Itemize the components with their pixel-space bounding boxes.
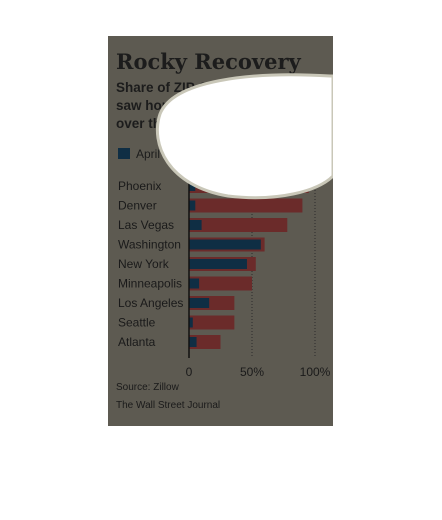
x-tick-labels: 0 50% 100% [186,365,331,379]
bar-april-2012-atlanta [189,335,221,349]
bar-april-2012-denver [189,198,303,213]
category-label: Washington [118,238,181,252]
chart-card: Rocky Recovery Share of ZIP Codes that s… [108,36,333,426]
category-label: Seattle [118,316,156,330]
bar-april-2011-phoenix [189,181,196,191]
bars [189,179,309,349]
bar-april-2011-washington [189,239,261,250]
category-label: Los Angeles [118,296,183,310]
bar-april-2012-las-vegas [189,218,288,232]
bar-april-2011-minneapolis [189,278,200,289]
category-label: Minneapolis [118,277,182,291]
category-label: New York [118,257,170,271]
publisher-credit: The Wall Street Journal [116,400,220,411]
scribble-overlay [155,73,333,200]
category-label: Phoenix [118,179,161,193]
category-labels: Phoenix Denver Las Vegas Washington New York… [118,179,183,349]
legend-swatch-0 [118,148,130,159]
x-tick-label: 0 [186,365,193,379]
bar-april-2011-atlanta [189,337,197,347]
bar-april-2011-new-york [189,259,247,269]
chart-title: Rocky Recovery [116,49,302,74]
x-tick-label: 50% [240,365,264,379]
category-label: Denver [118,199,157,213]
category-label: Las Vegas [118,218,174,232]
bar-april-2012-minneapolis [189,276,252,291]
category-label: Atlanta [118,335,156,349]
bar-april-2011-denver [189,200,196,211]
source-note: Source: Zillow [116,382,180,393]
x-tick-label: 100% [300,365,331,379]
bar-april-2011-los-angeles [189,298,210,308]
bar-april-2011-las-vegas [189,220,202,230]
chart-canvas: Rocky Recovery Share of ZIP Codes that s… [116,49,333,411]
bar-april-2011-seattle [189,317,193,328]
bar-april-2012-seattle [189,315,235,330]
